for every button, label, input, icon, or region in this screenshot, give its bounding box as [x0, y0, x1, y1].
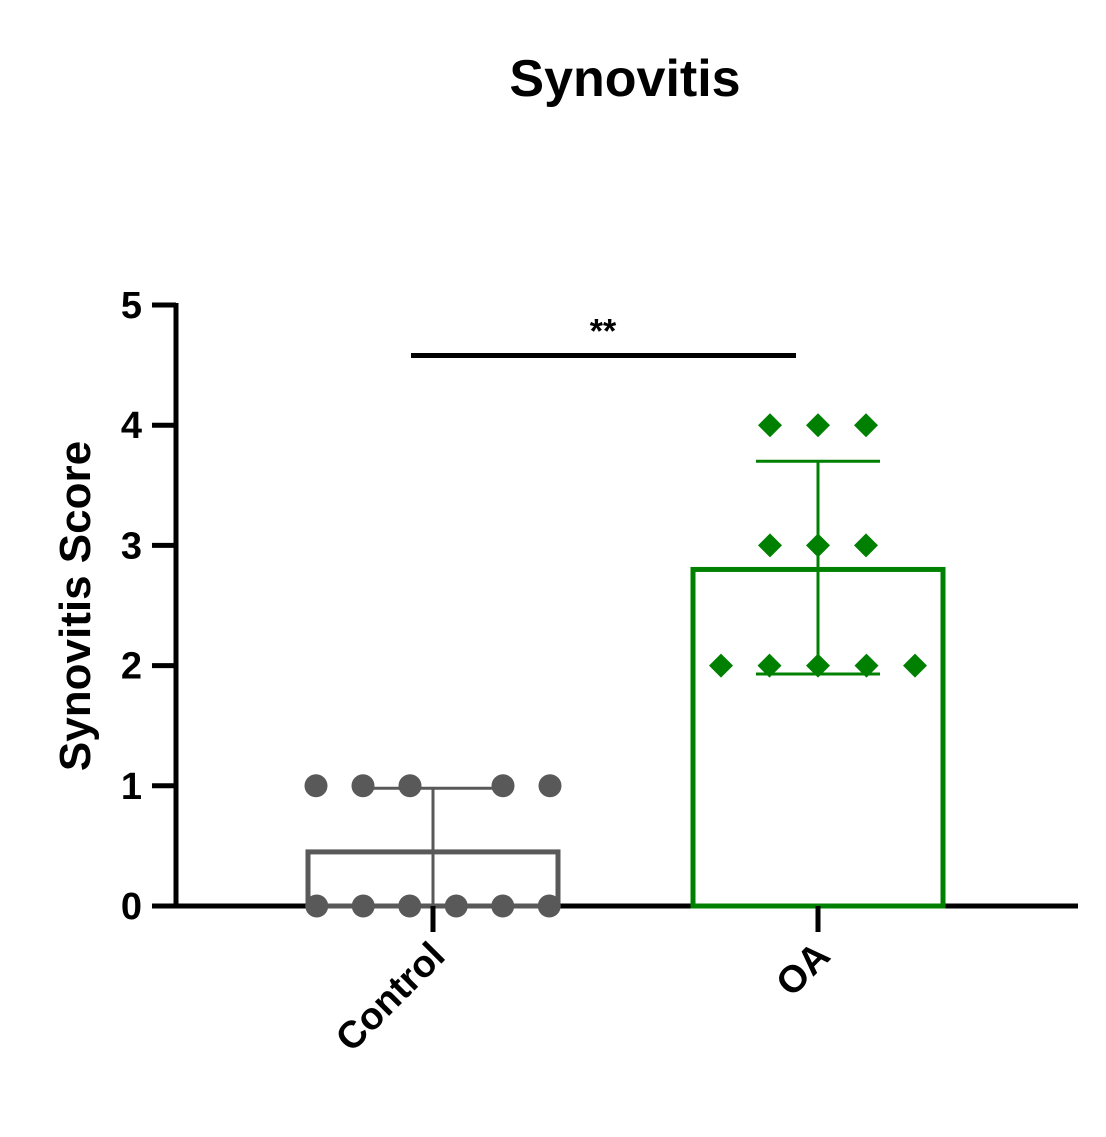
y-tick-label: 5 — [121, 285, 142, 327]
data-point — [758, 533, 782, 558]
data-point — [491, 894, 515, 918]
data-point — [398, 774, 422, 798]
data-point — [304, 774, 328, 798]
data-point — [537, 894, 561, 918]
y-tick-label: 2 — [121, 646, 142, 688]
data-point — [538, 774, 562, 798]
data-point — [444, 894, 468, 918]
data-point — [806, 653, 830, 678]
x-tick-label-oa: OA — [768, 935, 838, 1005]
data-point — [709, 653, 733, 678]
data-point — [351, 894, 375, 918]
y-tick-label: 1 — [121, 766, 142, 808]
data-point — [806, 533, 830, 558]
data-point — [854, 533, 878, 558]
data-point — [491, 774, 515, 798]
data-point — [854, 413, 878, 438]
data-point — [398, 894, 422, 918]
data-point — [854, 653, 879, 678]
y-tick-label: 0 — [121, 886, 142, 928]
chart-title: Synovitis — [509, 50, 740, 108]
plot-area: 0 1 2 3 4 5 Control OA ** — [121, 285, 1078, 1060]
data-point — [806, 413, 830, 438]
data-point — [758, 413, 782, 438]
y-tick-label: 4 — [121, 405, 142, 447]
y-tick-label: 3 — [121, 525, 142, 567]
data-point — [351, 774, 375, 798]
x-tick-label-control: Control — [328, 935, 453, 1060]
y-axis-label: Synovitis Score — [51, 441, 100, 771]
data-point — [903, 653, 927, 678]
data-point — [305, 894, 329, 918]
significance-label: ** — [590, 312, 617, 350]
data-point — [757, 653, 782, 678]
